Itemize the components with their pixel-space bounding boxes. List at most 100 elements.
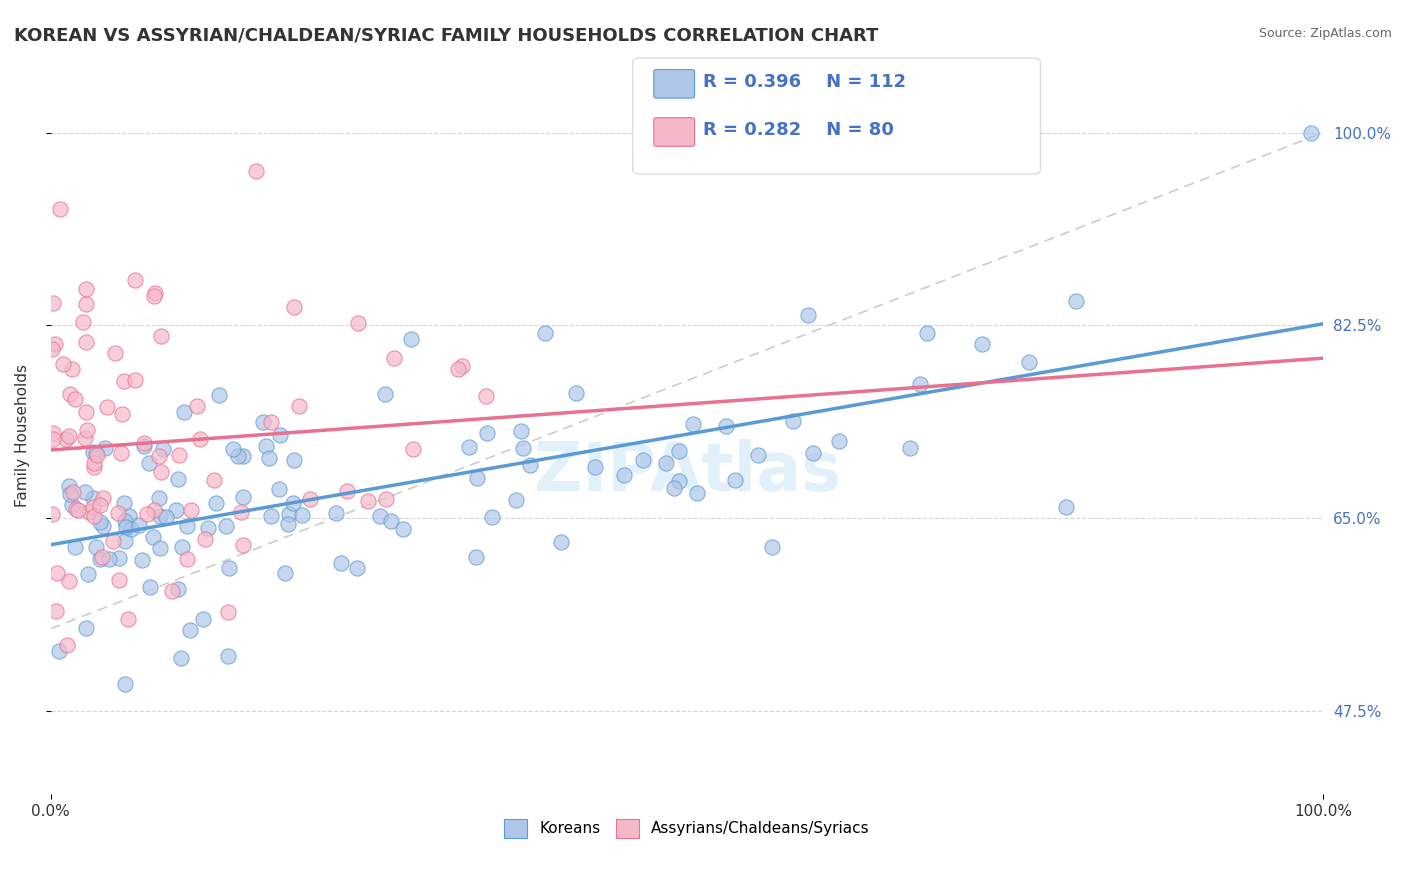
Koreans [915,326,938,340]
Koreans [465,550,488,565]
Koreans [205,496,228,510]
Koreans [668,443,690,458]
Koreans [277,516,299,531]
Assyrians/Chaldeans/Syriacs [382,351,405,365]
Assyrians/Chaldeans/Syriacs [451,359,474,374]
Assyrians/Chaldeans/Syriacs [169,449,191,463]
Assyrians/Chaldeans/Syriacs [283,300,305,314]
Assyrians/Chaldeans/Syriacs [42,432,65,446]
Assyrians/Chaldeans/Syriacs [194,532,217,546]
Assyrians/Chaldeans/Syriacs [55,432,77,446]
Assyrians/Chaldeans/Syriacs [49,202,72,216]
Koreans [97,552,120,566]
Koreans [107,550,129,565]
Koreans [60,498,83,512]
Assyrians/Chaldeans/Syriacs [347,316,370,330]
Koreans [167,472,190,486]
Assyrians/Chaldeans/Syriacs [245,164,267,178]
Koreans [149,509,172,524]
Koreans [134,439,156,453]
Assyrians/Chaldeans/Syriacs [62,485,84,500]
Assyrians/Chaldeans/Syriacs [475,389,498,403]
Koreans [139,580,162,594]
Assyrians/Chaldeans/Syriacs [335,484,357,499]
Koreans [392,522,415,536]
Koreans [724,473,747,487]
Assyrians/Chaldeans/Syriacs [75,335,97,350]
Koreans [59,487,82,501]
Koreans [228,449,250,463]
Koreans [215,519,238,533]
Text: Source: ZipAtlas.com: Source: ZipAtlas.com [1258,27,1392,40]
Koreans [269,482,291,496]
Assyrians/Chaldeans/Syriacs [148,449,170,463]
Koreans [1299,126,1322,140]
Assyrians/Chaldeans/Syriacs [176,552,198,566]
Y-axis label: Family Households: Family Households [15,364,30,508]
Assyrians/Chaldeans/Syriacs [101,534,124,549]
Assyrians/Chaldeans/Syriacs [58,574,80,588]
Koreans [374,386,396,401]
Assyrians/Chaldeans/Syriacs [231,505,253,519]
Text: R = 0.282    N = 80: R = 0.282 N = 80 [703,121,894,139]
Assyrians/Chaldeans/Syriacs [142,502,165,516]
Koreans [221,442,243,456]
Assyrians/Chaldeans/Syriacs [136,508,159,522]
Koreans [76,566,98,581]
Koreans [252,415,274,429]
Koreans [368,508,391,523]
Koreans [801,446,824,460]
Koreans [218,561,240,575]
Koreans [475,426,498,441]
Assyrians/Chaldeans/Syriacs [180,502,202,516]
Koreans [112,496,135,510]
Koreans [1054,500,1077,514]
Koreans [131,553,153,567]
Koreans [509,424,531,438]
Assyrians/Chaldeans/Syriacs [202,474,225,488]
Koreans [148,491,170,506]
Assyrians/Chaldeans/Syriacs [75,282,97,296]
Assyrians/Chaldeans/Syriacs [107,573,129,587]
Assyrians/Chaldeans/Syriacs [59,387,82,401]
Koreans [565,385,588,400]
Koreans [274,566,297,581]
Koreans [232,449,254,463]
Assyrians/Chaldeans/Syriacs [41,296,63,310]
Assyrians/Chaldeans/Syriacs [143,285,166,300]
Koreans [654,456,676,470]
Koreans [512,442,534,456]
Assyrians/Chaldeans/Syriacs [83,459,105,474]
Koreans [534,326,557,340]
Koreans [118,508,141,523]
Assyrians/Chaldeans/Syriacs [117,612,139,626]
Assyrians/Chaldeans/Syriacs [82,500,104,515]
Assyrians/Chaldeans/Syriacs [124,273,146,287]
Koreans [898,441,921,455]
Koreans [120,522,142,536]
Assyrians/Chaldeans/Syriacs [55,638,77,652]
Koreans [217,649,239,664]
Koreans [662,481,685,495]
Assyrians/Chaldeans/Syriacs [446,362,468,376]
Assyrians/Chaldeans/Syriacs [62,362,84,376]
Koreans [89,552,111,566]
Koreans [291,508,314,523]
Assyrians/Chaldeans/Syriacs [52,357,75,371]
Koreans [170,541,193,555]
Assyrians/Chaldeans/Syriacs [65,392,87,406]
Koreans [583,460,606,475]
Koreans [686,485,709,500]
Koreans [782,414,804,428]
Koreans [82,444,104,458]
Koreans [465,471,488,485]
Koreans [550,534,572,549]
Koreans [232,490,254,504]
Assyrians/Chaldeans/Syriacs [149,328,172,343]
Assyrians/Chaldeans/Syriacs [41,507,63,521]
Legend: Koreans, Assyrians/Chaldeans/Syriacs: Koreans, Assyrians/Chaldeans/Syriacs [498,813,876,844]
Koreans [972,337,994,351]
Assyrians/Chaldeans/Syriacs [96,400,118,414]
Koreans [613,468,636,483]
Assyrians/Chaldeans/Syriacs [162,584,184,599]
